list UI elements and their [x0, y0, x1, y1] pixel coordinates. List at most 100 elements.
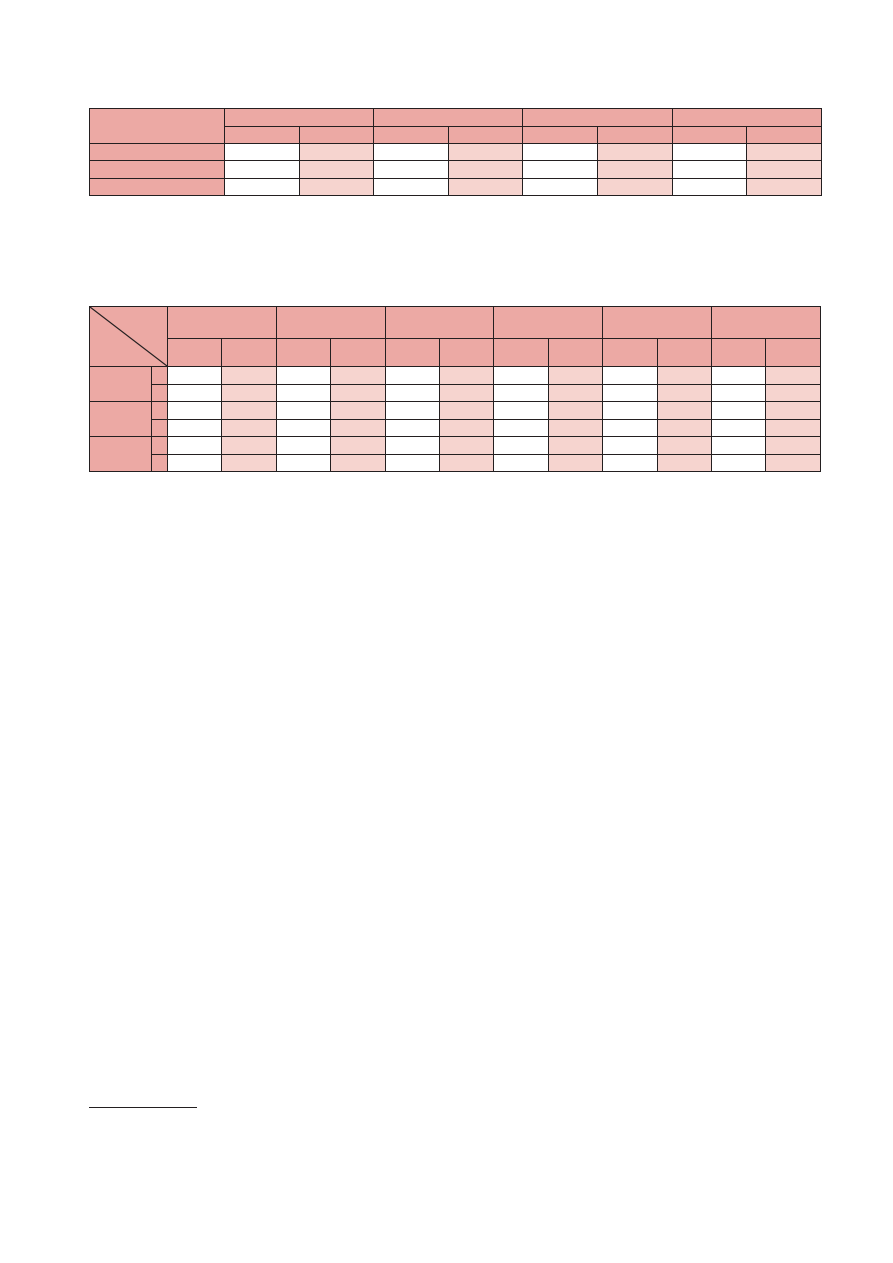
table-cell	[602, 383, 658, 402]
table-1-subcolumn-header	[522, 126, 598, 144]
table-cell	[167, 418, 223, 437]
table-cell	[711, 453, 767, 472]
table-cell	[522, 160, 598, 179]
table-cell	[765, 366, 821, 385]
table-row	[90, 418, 821, 437]
table-cell	[275, 436, 332, 455]
table-cell	[493, 366, 549, 385]
table-2-diagonal-corner-header	[88, 306, 169, 367]
table-1-subcolumn-header	[298, 126, 375, 144]
table-cell	[373, 178, 449, 196]
table-cell	[746, 160, 822, 179]
table-cell	[671, 178, 748, 196]
table-1-subcolumn-header	[224, 126, 300, 144]
table-cell	[656, 366, 713, 385]
table-1-group-header	[223, 108, 375, 127]
table-2-group-header	[602, 306, 713, 339]
table-cell	[224, 143, 300, 161]
table-2-subcolumn-header	[384, 338, 441, 367]
table-cell	[439, 366, 495, 385]
table-2-subcolumn-header	[221, 338, 277, 367]
table-cell	[330, 401, 386, 420]
table-cell	[373, 143, 449, 161]
table-2-group-header	[493, 306, 604, 339]
table-2-group-header	[167, 306, 277, 339]
table-1	[89, 108, 822, 196]
table-cell	[656, 453, 713, 472]
table-row	[89, 178, 822, 196]
table-cell	[298, 178, 375, 196]
table-cell	[439, 453, 495, 472]
table-cell	[275, 418, 332, 437]
table-1-subcolumn-header	[447, 126, 524, 144]
table-cell	[493, 436, 549, 455]
table-row	[90, 383, 821, 402]
table-cell	[384, 453, 441, 472]
table-cell	[602, 366, 658, 385]
table-2-row-group-header	[88, 436, 153, 472]
table-cell	[275, 383, 332, 402]
table-cell	[221, 436, 277, 455]
table-cell	[167, 436, 223, 455]
table-2-group-header	[711, 306, 821, 339]
table-cell	[167, 383, 223, 402]
table-2-subcolumn-header	[167, 338, 223, 367]
table-2-row-group-header	[88, 366, 153, 402]
table-cell	[547, 436, 604, 455]
table-cell	[221, 383, 277, 402]
table-cell	[275, 453, 332, 472]
table-row	[88, 366, 821, 402]
table-cell	[221, 366, 277, 385]
table-2-subcolumn-header	[275, 338, 332, 367]
table-cell	[547, 401, 604, 420]
table-cell	[522, 178, 598, 196]
table-1-row-header	[89, 143, 225, 161]
table-cell	[330, 366, 386, 385]
table-2	[88, 306, 821, 472]
table-2-group-header	[275, 306, 386, 339]
table-cell	[221, 401, 277, 420]
table-cell	[765, 453, 821, 472]
table-cell	[656, 383, 713, 402]
table-cell	[602, 401, 658, 420]
table-cell	[596, 160, 673, 179]
table-cell	[547, 418, 604, 437]
table-row	[89, 143, 822, 161]
table-cell	[671, 160, 748, 179]
table-cell	[447, 178, 524, 196]
table-cell	[493, 401, 549, 420]
table-1-subcolumn-header	[596, 126, 673, 144]
table-cell	[671, 143, 748, 161]
table-2-subcolumn-header	[711, 338, 767, 367]
table-1-group-header	[671, 108, 822, 127]
table-cell	[275, 401, 332, 420]
table-2-subrow-header	[151, 436, 169, 455]
table-cell	[711, 418, 767, 437]
table-2-subrow-header	[151, 418, 169, 437]
table-1-row-header	[89, 178, 225, 196]
table-cell	[275, 366, 332, 385]
table-cell	[298, 143, 375, 161]
table-cell	[765, 401, 821, 420]
table-row	[88, 436, 821, 472]
table-cell	[384, 418, 441, 437]
table-1-group-header	[373, 108, 524, 127]
table-2-subcolumn-header	[602, 338, 658, 367]
table-cell	[439, 436, 495, 455]
table-2-subrow-header	[151, 366, 169, 385]
table-cell	[746, 143, 822, 161]
table-cell	[596, 178, 673, 196]
table-cell	[596, 143, 673, 161]
table-cell	[439, 418, 495, 437]
table-row	[90, 453, 821, 472]
table-cell	[384, 383, 441, 402]
table-cell	[384, 401, 441, 420]
table-2-row-group-header	[88, 401, 153, 437]
table-cell	[493, 418, 549, 437]
table-cell	[765, 418, 821, 437]
table-cell	[547, 366, 604, 385]
table-cell	[711, 366, 767, 385]
footnote-separator	[89, 1107, 197, 1108]
table-cell	[221, 418, 277, 437]
table-cell	[384, 366, 441, 385]
